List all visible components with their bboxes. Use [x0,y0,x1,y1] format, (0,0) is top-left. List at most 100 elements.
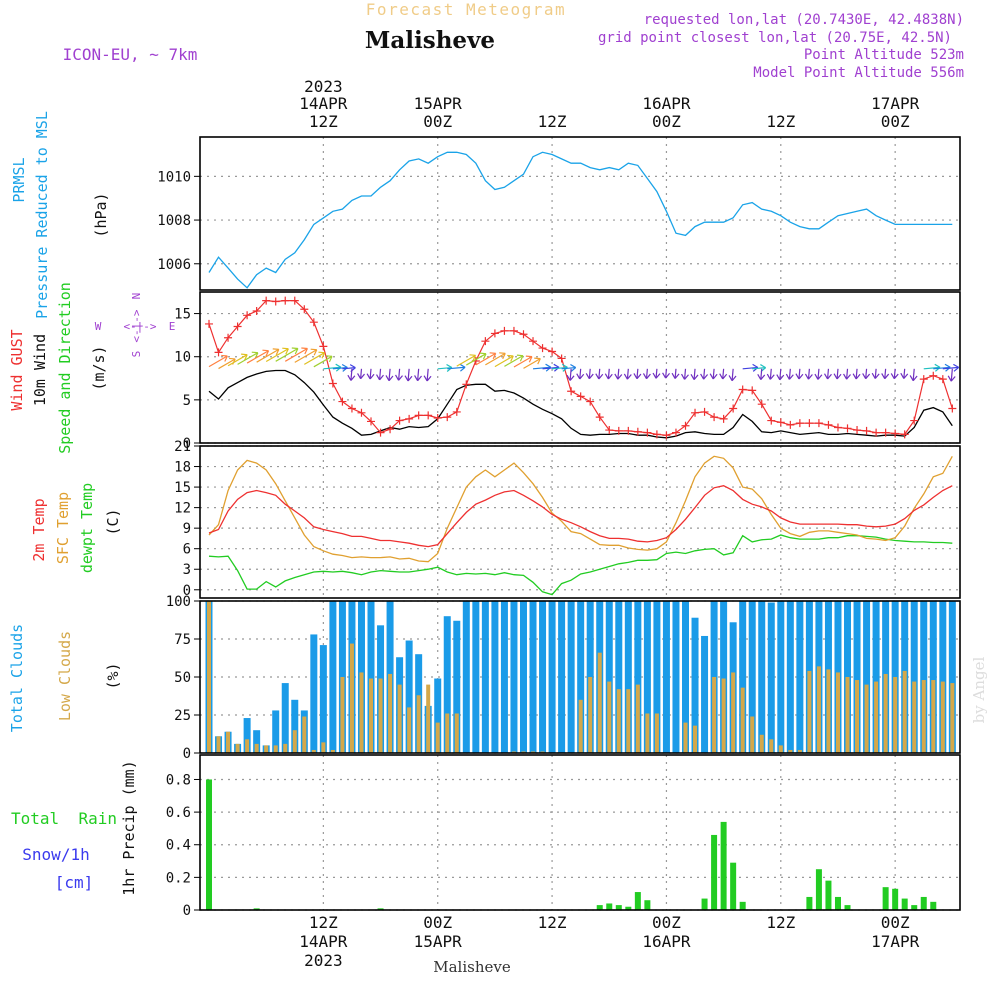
low-cloud-bar [645,713,650,753]
gust-point-marker [776,418,785,427]
total-cloud-bar [662,601,670,753]
dewpt-temp-label: dewpt Temp [78,483,96,573]
wind-direction-arrow [752,367,766,370]
y-tick-label: 6 [183,542,191,558]
wind-direction-arrow [397,368,401,381]
gust-point-marker [462,380,471,389]
gust-point-marker [814,419,823,428]
wind-direction-arrow [237,352,259,365]
wind-direction-arrow [817,368,820,380]
gust-point-marker [433,413,442,422]
wind-direction-arrow [208,355,228,368]
low-cloud-bar [397,684,402,753]
precip-unit-label: 1hr Precip (mm) [120,760,138,895]
precip-bar [739,901,746,910]
total-cloud-bar [443,616,451,753]
y-tick-label: 0 [183,583,191,599]
wind-arrow-head [241,353,248,361]
gust-point-marker [605,426,614,435]
wind-direction-arrow [294,349,318,363]
total-cloud-bar [462,601,470,753]
bottom-date-label: 16APR [642,932,691,951]
low-cloud-bar [235,743,240,753]
wind-direction-arrow [779,368,782,380]
wind-arrow-head [823,373,832,380]
total-cloud-bar [272,710,280,753]
low-cloud-bar [912,681,917,753]
gust-point-marker [900,430,909,439]
top-year-label: 2023 [304,77,343,96]
pressure-line [208,151,953,289]
precip-bar [844,905,851,910]
wind-direction-arrow [674,368,677,379]
precip-bar [596,905,603,910]
wind-arrow-head [709,373,718,380]
total-cloud-bar [939,601,947,753]
gust-point-marker [614,426,623,435]
gust-point-marker [500,326,509,335]
wind-direction-arrow [942,366,959,370]
low-cloud-bar [797,749,802,753]
wind-direction-arrow [275,347,299,362]
wind-arrow-head [719,373,728,380]
bottom-date-label: 15APR [414,932,463,951]
gust-point-marker [281,296,290,305]
gust-point-marker [681,421,690,430]
low-cloud-bar [759,734,764,753]
total-cloud-bar [453,620,461,753]
y-tick-label: 0.8 [166,772,191,788]
gust-point-marker [738,385,747,394]
low-cloud-bar [750,716,755,753]
wind-arrow-head [614,373,623,380]
precip-bar [892,888,899,910]
wind-arrow-head [576,373,585,380]
wind-arrow-head [404,375,413,382]
wind-arrow-head [489,352,497,360]
wind-direction-arrow [475,352,497,366]
wind-direction-arrow [636,368,639,379]
place-title: Malisheve [365,27,495,54]
gust-point-marker [252,306,261,315]
gust-point-marker [767,416,776,425]
gust-point-marker [700,407,709,416]
low-cloud-bar [902,670,907,753]
wind-direction-arrow [504,355,524,367]
bottom-hour-label: 00Z [652,913,681,932]
total-cloud-bar [319,645,327,753]
gust-point-marker [872,428,881,437]
wind-direction-arrow [588,368,591,379]
gust-point-marker [347,404,356,413]
wind-arrow-head [671,372,680,379]
wind-arrow-head [459,363,466,372]
requested-coords: requested lon,lat (20.7430E, 42.4838N) [644,12,964,28]
wind-direction-arrow [769,368,772,380]
total-cloud-bar [577,601,585,753]
low-cloud-bar [626,689,631,753]
wind-direction-arrow [388,368,391,381]
low-cloud-bar [950,683,955,753]
wind-direction-arrow [569,368,572,381]
precip-bar [911,905,918,910]
total-cloud-bar [929,601,937,753]
total-clouds-label: Total Clouds [8,624,26,732]
wind-direction-arrow [485,352,506,366]
gust-point-marker [233,322,242,331]
y-tick-label: 0.6 [166,805,191,821]
total-cloud-bar [777,601,785,753]
wind-arrow-head [642,373,651,380]
panel-frame-5 [199,754,961,911]
temp-2m-line [208,485,953,548]
panel-1: 1006 1008 1010 [157,137,960,290]
wind-arrow-head [221,354,228,362]
wind-direction-arrow [884,368,887,379]
low-cloud-bar [245,739,250,753]
wind-arrow-head [785,373,794,380]
wind-direction-arrow [579,368,582,380]
top-hour-label: 00Z [881,112,910,131]
gust-point-marker [538,344,547,353]
gust-point-marker [929,371,938,380]
wind-direction-arrow [552,366,568,370]
gust-point-marker [881,428,890,437]
wind-arrow-head [262,349,270,357]
wind-arrow-head [357,373,365,380]
